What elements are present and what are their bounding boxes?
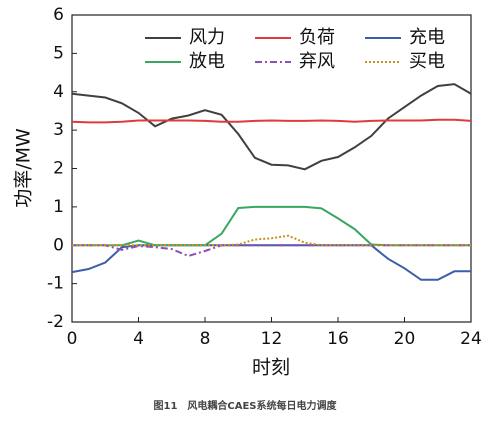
y-tick-label: 1 bbox=[53, 197, 64, 217]
series-line bbox=[71, 244, 471, 281]
series-line bbox=[71, 83, 472, 171]
y-tick-label: 4 bbox=[53, 82, 64, 102]
x-tick-label: 4 bbox=[133, 329, 144, 349]
legend-label: 买电 bbox=[409, 51, 445, 72]
caption: 图11 风电耦合CAES系统每日电力调度 bbox=[153, 399, 337, 412]
x-tick-label: 24 bbox=[460, 329, 482, 349]
series-line bbox=[72, 234, 471, 247]
y-tick-label: -2 bbox=[47, 312, 64, 332]
x-tick-label: 20 bbox=[394, 329, 416, 349]
x-tick-label: 8 bbox=[200, 329, 211, 349]
y-tick-label: 0 bbox=[53, 235, 64, 255]
legend-label: 弃风 bbox=[299, 51, 335, 72]
x-tick-label: 16 bbox=[327, 329, 349, 349]
y-tick-label: 5 bbox=[53, 43, 64, 63]
y-tick-label: -1 bbox=[47, 274, 64, 294]
series-line bbox=[72, 205, 471, 247]
x-tick-label: 0 bbox=[67, 329, 78, 349]
legend-label: 充电 bbox=[409, 27, 445, 48]
y-tick-label: 2 bbox=[53, 159, 64, 179]
y-tick-label: 6 bbox=[53, 5, 64, 25]
series-line bbox=[72, 244, 471, 258]
x-tick-label: 12 bbox=[261, 329, 283, 349]
x-axis-label: 时刻 bbox=[252, 357, 290, 379]
y-axis-label: 功率/MW bbox=[13, 128, 35, 208]
series-line bbox=[71, 118, 472, 124]
legend-label: 风力 bbox=[189, 27, 225, 48]
y-tick-label: 3 bbox=[53, 120, 64, 140]
legend-label: 放电 bbox=[189, 51, 225, 72]
legend-label: 负荷 bbox=[299, 27, 335, 48]
